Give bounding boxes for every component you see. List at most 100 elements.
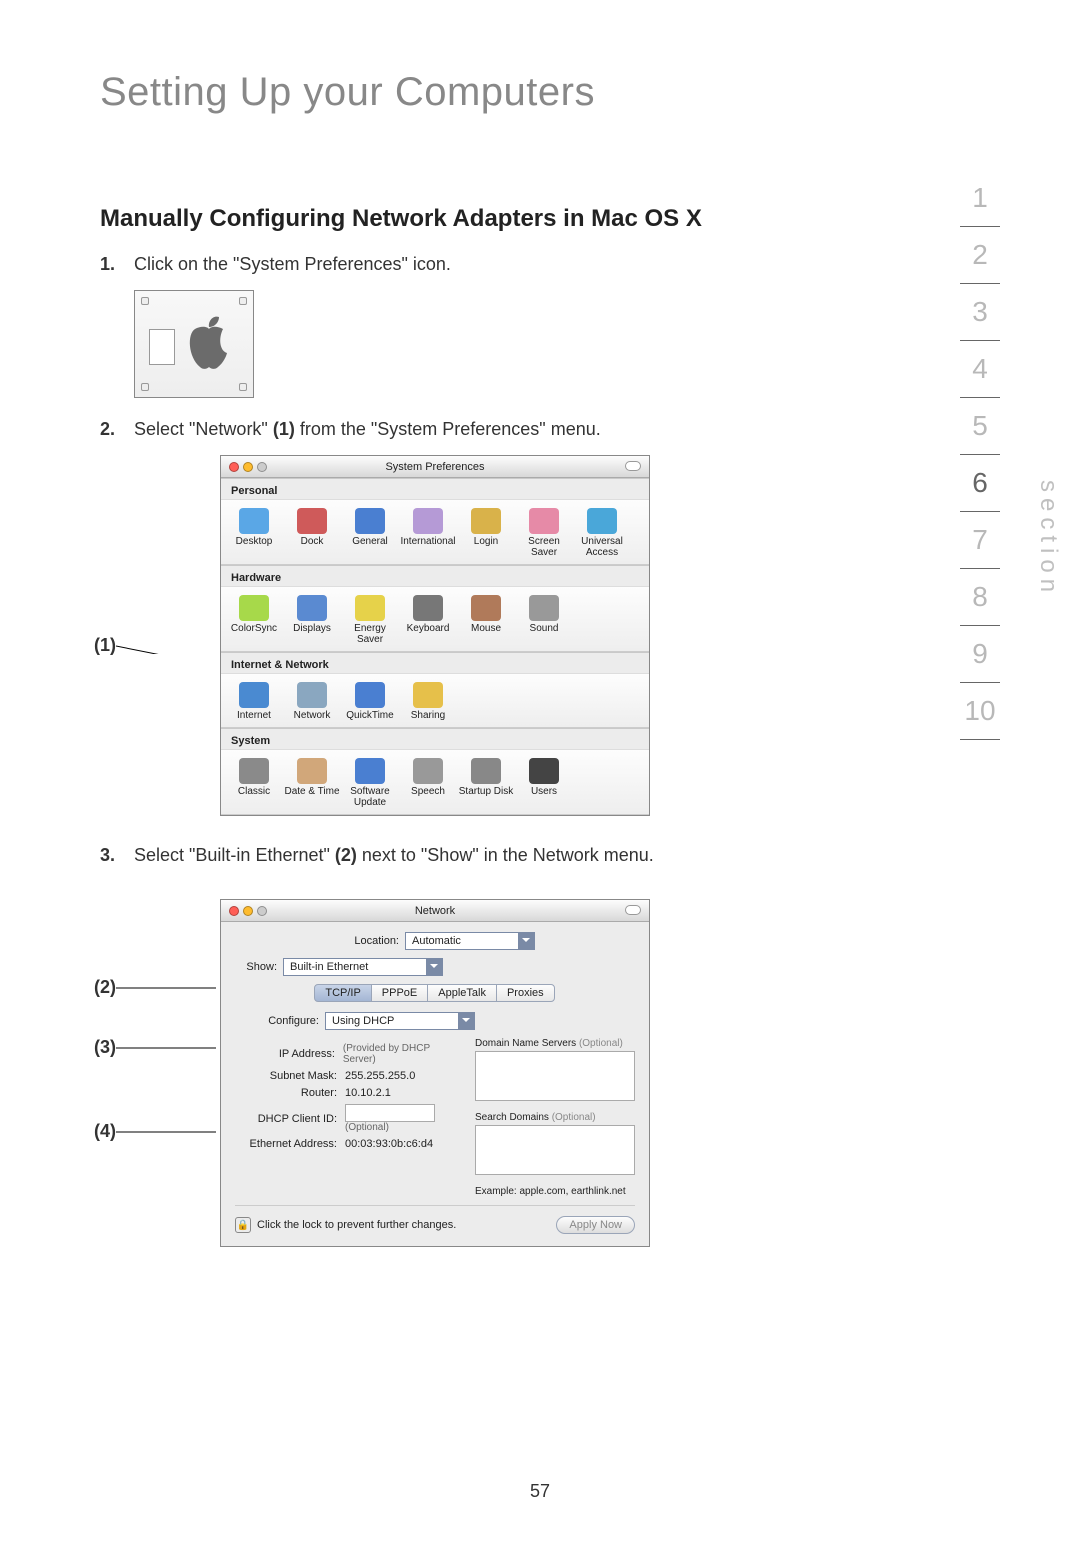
- pref-icon: [471, 758, 501, 784]
- pref-dock[interactable]: Dock: [283, 506, 341, 562]
- pref-general[interactable]: General: [341, 506, 399, 562]
- pref-icon: [297, 682, 327, 708]
- pref-sharing[interactable]: Sharing: [399, 680, 457, 725]
- pref-internet[interactable]: Internet: [225, 680, 283, 725]
- section-label: section: [1034, 480, 1062, 598]
- pref-login[interactable]: Login: [457, 506, 515, 562]
- pref-startup-disk[interactable]: Startup Disk: [457, 756, 515, 812]
- step-2: 2. Select "Network" (1) from the "System…: [100, 416, 790, 443]
- net-titlebar: Network: [221, 900, 649, 922]
- pref-users[interactable]: Users: [515, 756, 573, 812]
- pref-icon: [413, 758, 443, 784]
- dhcp-label: DHCP Client ID:: [235, 1113, 345, 1125]
- apple-logo-icon: [179, 305, 239, 377]
- section-nav: 12345678910: [940, 170, 1020, 740]
- configure-label: Configure:: [235, 1015, 325, 1027]
- section-nav-5[interactable]: 5: [960, 398, 1000, 455]
- system-preferences-window: System Preferences Personal DesktopDockGe…: [220, 455, 650, 816]
- section-nav-9[interactable]: 9: [960, 626, 1000, 683]
- section-nav-7[interactable]: 7: [960, 512, 1000, 569]
- step-2-num: 2.: [100, 416, 134, 443]
- pref-speech[interactable]: Speech: [399, 756, 457, 812]
- pref-icon: [239, 758, 269, 784]
- pref-universal-access[interactable]: Universal Access: [573, 506, 631, 562]
- search-textarea[interactable]: [475, 1125, 635, 1175]
- pref-software-update[interactable]: Software Update: [341, 756, 399, 812]
- tab-appletalk[interactable]: AppleTalk: [427, 984, 497, 1002]
- section-nav-3[interactable]: 3: [960, 284, 1000, 341]
- router-value: 10.10.2.1: [345, 1087, 391, 1099]
- step-3-num: 3.: [100, 842, 134, 869]
- pref-network[interactable]: Network: [283, 680, 341, 725]
- section-nav-10[interactable]: 10: [960, 683, 1000, 740]
- configure-select[interactable]: Using DHCP: [325, 1012, 475, 1030]
- tab-proxies[interactable]: Proxies: [496, 984, 555, 1002]
- toolbar-toggle-icon[interactable]: [625, 461, 641, 471]
- system-preferences-app-icon: [134, 290, 254, 398]
- lock-text: Click the lock to prevent further change…: [257, 1219, 456, 1231]
- pref-icon: [471, 595, 501, 621]
- pref-icon: [355, 682, 385, 708]
- pref-energy-saver[interactable]: Energy Saver: [341, 593, 399, 649]
- section-heading: Manually Configuring Network Adapters in…: [100, 205, 790, 233]
- pref-icon: [239, 508, 269, 534]
- section-nav-8[interactable]: 8: [960, 569, 1000, 626]
- tab-tcpip[interactable]: TCP/IP: [314, 984, 371, 1002]
- pref-icon: [355, 508, 385, 534]
- pref-sound[interactable]: Sound: [515, 593, 573, 649]
- pref-icon: [355, 595, 385, 621]
- sp-section-system: System: [221, 728, 649, 749]
- main-content: Manually Configuring Network Adapters in…: [100, 205, 790, 1247]
- pref-icon: [239, 682, 269, 708]
- section-nav-1[interactable]: 1: [960, 170, 1000, 227]
- tab-pppoe[interactable]: PPPoE: [371, 984, 428, 1002]
- pref-desktop[interactable]: Desktop: [225, 506, 283, 562]
- step-3: 3. Select "Built-in Ethernet" (2) next t…: [100, 842, 790, 869]
- sp-section-internet: Internet & Network: [221, 652, 649, 673]
- callout-3: (3): [94, 1037, 116, 1058]
- step-3-text: Select "Built-in Ethernet" (2) next to "…: [134, 842, 654, 869]
- lock-icon[interactable]: 🔒: [235, 1217, 251, 1233]
- router-label: Router:: [235, 1087, 345, 1099]
- eth-value: 00:03:93:0b:c6:d4: [345, 1138, 433, 1150]
- dns-optional: (Optional): [579, 1038, 623, 1049]
- pref-date-time[interactable]: Date & Time: [283, 756, 341, 812]
- pref-international[interactable]: International: [399, 506, 457, 562]
- sp-titlebar: System Preferences: [221, 456, 649, 478]
- eth-label: Ethernet Address:: [235, 1138, 345, 1150]
- pref-icon: [355, 758, 385, 784]
- pref-icon: [413, 595, 443, 621]
- pref-displays[interactable]: Displays: [283, 593, 341, 649]
- network-tabs: TCP/IPPPPoEAppleTalkProxies: [235, 984, 635, 1002]
- dhcp-input[interactable]: [345, 1104, 435, 1122]
- toolbar-toggle-icon[interactable]: [625, 905, 641, 915]
- section-nav-6[interactable]: 6: [960, 455, 1000, 512]
- show-select[interactable]: Built-in Ethernet: [283, 958, 443, 976]
- pref-icon: [529, 508, 559, 534]
- pref-icon: [413, 508, 443, 534]
- pref-mouse[interactable]: Mouse: [457, 593, 515, 649]
- pref-quicktime[interactable]: QuickTime: [341, 680, 399, 725]
- pref-keyboard[interactable]: Keyboard: [399, 593, 457, 649]
- step-1: 1. Click on the "System Preferences" ico…: [100, 251, 790, 278]
- section-nav-2[interactable]: 2: [960, 227, 1000, 284]
- dns-textarea[interactable]: [475, 1051, 635, 1101]
- sp-section-personal: Personal: [221, 478, 649, 499]
- net-window-title: Network: [221, 905, 649, 917]
- pref-icon: [297, 508, 327, 534]
- dhcp-sub: (Optional): [345, 1122, 435, 1133]
- search-label: Search Domains: [475, 1112, 549, 1123]
- callout-1: (1): [94, 635, 116, 656]
- network-window: Network Location: Automatic Show: Built-…: [220, 899, 650, 1247]
- example-text: Example: apple.com, earthlink.net: [475, 1186, 635, 1197]
- section-nav-4[interactable]: 4: [960, 341, 1000, 398]
- location-select[interactable]: Automatic: [405, 932, 535, 950]
- lock-row[interactable]: 🔒 Click the lock to prevent further chan…: [235, 1217, 456, 1233]
- apply-now-button[interactable]: Apply Now: [556, 1216, 635, 1234]
- page-title: Setting Up your Computers: [100, 70, 990, 115]
- pref-icon: [413, 682, 443, 708]
- pref-screen-saver[interactable]: Screen Saver: [515, 506, 573, 562]
- pref-icon: [297, 595, 327, 621]
- pref-classic[interactable]: Classic: [225, 756, 283, 812]
- pref-icon: [587, 508, 617, 534]
